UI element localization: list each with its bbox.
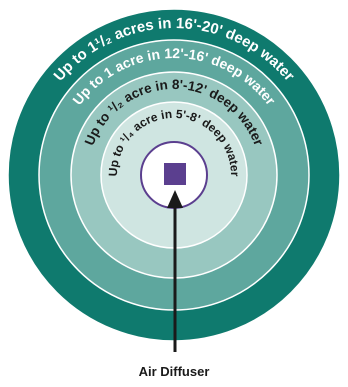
air-diffuser-caption: Air Diffuser [138, 364, 210, 379]
diffuser-arrowhead [167, 190, 183, 208]
air-diffuser-icon [164, 163, 186, 185]
